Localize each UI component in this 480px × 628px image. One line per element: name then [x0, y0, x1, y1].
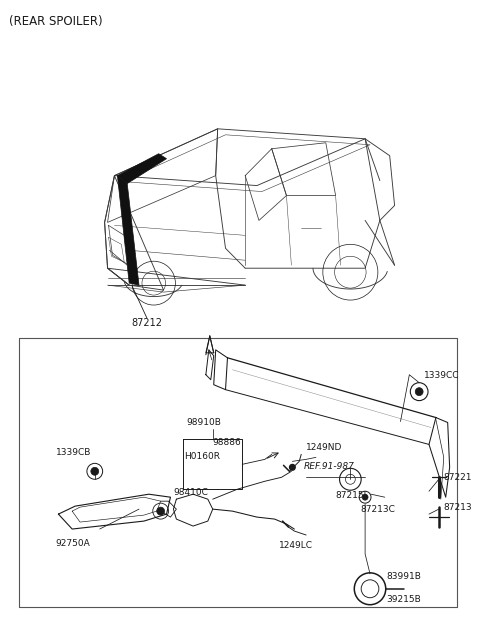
Text: (REAR SPOILER): (REAR SPOILER)	[9, 15, 103, 28]
Circle shape	[362, 494, 368, 500]
Circle shape	[156, 507, 165, 515]
Text: 98886: 98886	[213, 438, 241, 447]
Text: 87212: 87212	[132, 318, 162, 328]
Text: 87215J: 87215J	[336, 491, 367, 501]
Text: 87221: 87221	[444, 474, 472, 482]
Circle shape	[415, 387, 423, 396]
Polygon shape	[118, 154, 167, 183]
Text: 1249LC: 1249LC	[278, 541, 312, 550]
Text: 87213: 87213	[444, 503, 472, 512]
Text: 1249ND: 1249ND	[306, 443, 343, 452]
Text: 1339CC: 1339CC	[424, 371, 459, 380]
Text: 1339CB: 1339CB	[56, 448, 91, 457]
Text: 98910B: 98910B	[186, 418, 221, 428]
Text: 83991B: 83991B	[387, 572, 421, 581]
Text: 98410C: 98410C	[173, 488, 208, 497]
Text: H0160R: H0160R	[184, 452, 220, 462]
Text: REF.91-987: REF.91-987	[304, 462, 355, 471]
Polygon shape	[118, 176, 139, 285]
Text: 92750A: 92750A	[56, 539, 90, 548]
Text: 87213C: 87213C	[360, 505, 395, 514]
Text: 39215B: 39215B	[387, 595, 421, 604]
Circle shape	[289, 464, 295, 470]
Circle shape	[91, 467, 99, 475]
